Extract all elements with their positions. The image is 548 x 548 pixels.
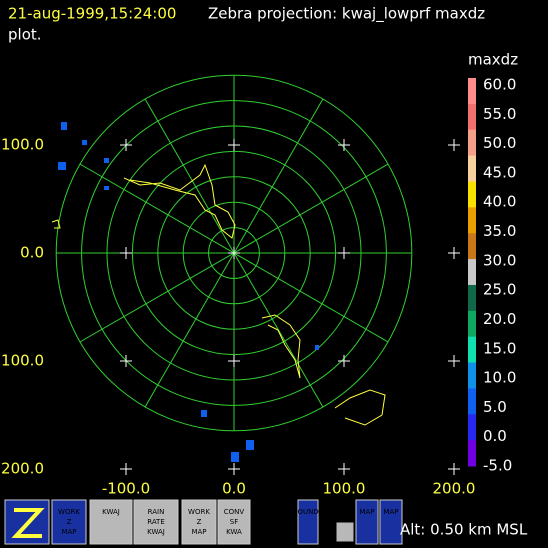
grid-cross <box>448 355 460 367</box>
icon-label: WORK <box>58 508 80 516</box>
icon-label: MAP <box>359 508 374 516</box>
title-cont: plot. <box>8 26 42 44</box>
title: Zebra projection: kwaj_lowprf maxdz <box>208 5 485 24</box>
y-label: 100.0 <box>1 136 44 154</box>
toolbar-icon[interactable] <box>355 499 379 545</box>
y-label: 100.0 <box>1 352 44 370</box>
grid-cross <box>338 139 350 151</box>
scale-swatch <box>468 440 476 467</box>
scale-title: maxdz <box>468 51 518 69</box>
toolbar-icon[interactable] <box>51 499 87 545</box>
scale-swatch <box>468 284 476 312</box>
grid-cross <box>228 247 240 259</box>
toolbar: WORK Z MAP KWAJ RAIN RATE KWAJ WORK Z MAP CONV SF KW… <box>4 499 403 545</box>
scale-swatch <box>468 362 476 389</box>
toolbar-icon[interactable] <box>379 499 403 545</box>
icon-label: RATE <box>147 518 165 526</box>
x-label: 0.0 <box>222 480 246 498</box>
icon-label: RAIN <box>148 508 165 516</box>
time: 21-aug-1999,15:24:00 <box>8 5 176 23</box>
scale-swatch <box>468 78 476 105</box>
scale-label: 5.0 <box>483 398 507 416</box>
scale-label: 35.0 <box>483 222 516 240</box>
scale-swatch <box>468 103 476 131</box>
grid-cross <box>338 355 350 367</box>
grid-button[interactable] <box>335 521 355 543</box>
y-label: 0.0 <box>20 244 44 262</box>
grid-cross <box>120 463 132 475</box>
z-glyph <box>11 508 45 538</box>
icon-label: Z <box>67 518 72 526</box>
echoes <box>58 122 319 462</box>
toolbar-icon[interactable] <box>89 499 133 545</box>
scale-swatch <box>468 414 476 441</box>
icon-label: BOUNDS <box>293 508 324 516</box>
icon-label: KWAJ <box>147 528 165 536</box>
scale-label: 0.0 <box>483 427 507 445</box>
scale-label: 40.0 <box>483 193 516 211</box>
grid-cross <box>120 355 132 367</box>
grid-cross <box>338 463 350 475</box>
icon-label: CONV <box>224 508 245 516</box>
scale-swatch <box>468 310 476 338</box>
scale-label: 20.0 <box>483 310 516 328</box>
icon-label: SF <box>230 518 238 526</box>
icon-label: MAP <box>191 528 206 536</box>
toolbar-icon[interactable] <box>297 499 319 545</box>
x-label: -100.0 <box>102 480 150 498</box>
grid-cross <box>448 463 460 475</box>
scale-label: 25.0 <box>483 281 516 299</box>
scale-label: 50.0 <box>483 134 516 152</box>
scale-swatch <box>468 388 476 415</box>
scale-label: 55.0 <box>483 105 516 123</box>
grid-cross <box>120 247 132 259</box>
scale-label: 15.0 <box>483 339 516 357</box>
grid-cross <box>448 247 460 259</box>
altitude: Alt: 0.50 km MSL <box>400 521 528 539</box>
grid-cross <box>228 139 240 151</box>
y-label: 200.0 <box>1 460 44 478</box>
icon-label: MAP <box>383 508 398 516</box>
scale-label: 45.0 <box>483 163 516 181</box>
scale-label: 60.0 <box>483 76 516 94</box>
scale-label: 30.0 <box>483 251 516 269</box>
toolbar-icon[interactable] <box>217 499 251 545</box>
grid-cross <box>448 139 460 151</box>
plot: 100.0 0.0 100.0 200.0 -100.0 0.0 100.0 200.0 <box>1 74 476 498</box>
x-label: 200.0 <box>433 480 476 498</box>
icon-label: MAP <box>61 528 76 536</box>
icon-label: KWA <box>226 528 242 536</box>
coastlines <box>51 163 386 426</box>
grid-cross <box>338 247 350 259</box>
grid-cross <box>120 139 132 151</box>
grid-cross <box>228 463 240 475</box>
scale-swatch <box>468 129 476 157</box>
scale-label: 10.0 <box>483 369 516 387</box>
icon-label: Z <box>197 518 202 526</box>
grid-cross <box>228 355 240 367</box>
toolbar-icon[interactable] <box>133 499 179 545</box>
scale-swatch <box>468 336 476 364</box>
icon-label: WORK <box>188 508 210 516</box>
scale-swatch <box>468 207 476 234</box>
scale-swatch <box>468 181 476 208</box>
toolbar-icon[interactable] <box>181 499 217 545</box>
scale-swatch <box>468 259 476 286</box>
scale-swatch <box>468 233 476 260</box>
scale-swatch <box>468 155 476 182</box>
icon-label: KWAJ <box>102 508 120 516</box>
scale-label: -5.0 <box>483 457 512 475</box>
color-scale: maxdz 60.0 55.0 50.0 45.0 40.0 35.0 30.0 25.0 20.… <box>468 51 518 475</box>
x-label: 100.0 <box>323 480 366 498</box>
